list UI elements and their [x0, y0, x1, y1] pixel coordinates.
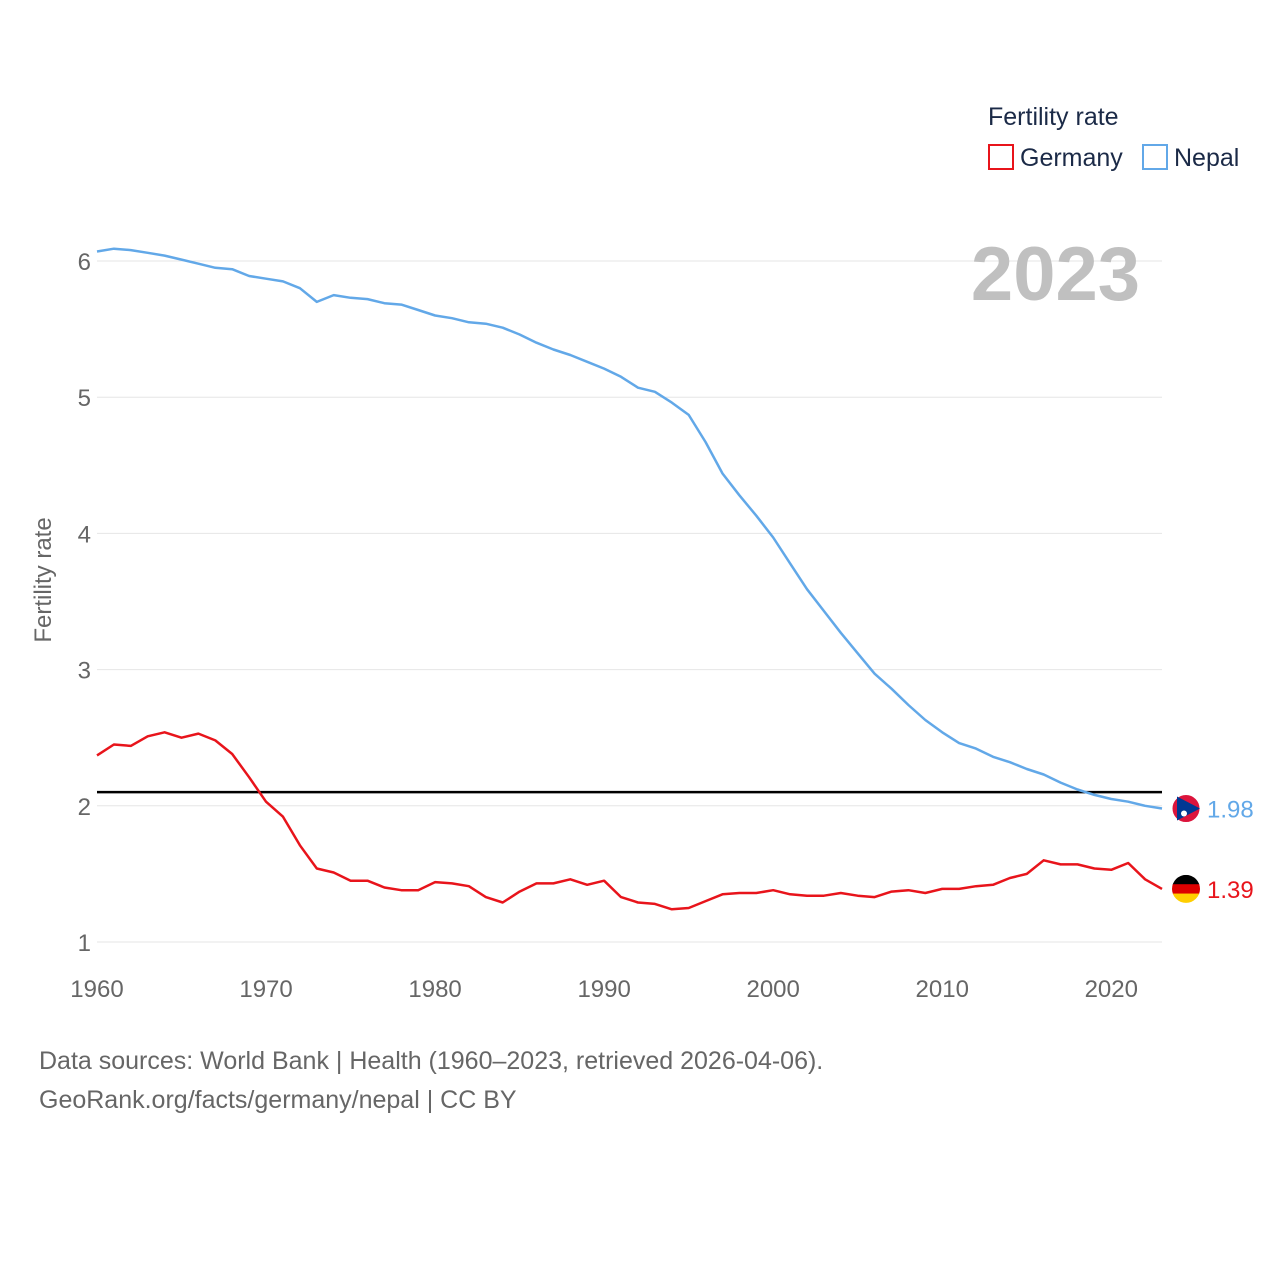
y-tick-label: 4	[78, 521, 91, 548]
x-tick-label: 2020	[1085, 976, 1138, 1003]
series-line-germany	[96, 731, 1163, 911]
y-axis-ticks: 1 2 3 4 5 6	[78, 249, 91, 957]
x-tick-label: 1970	[239, 976, 292, 1003]
data-source-text: Data sources: World Bank | Health (1960–…	[39, 1047, 823, 1075]
x-tick-label: 1980	[408, 976, 461, 1003]
y-tick-label: 3	[78, 658, 91, 685]
germany-flag-icon	[1172, 874, 1200, 903]
end-label-nepal: 1.98	[1207, 797, 1254, 824]
year-label: 2023	[971, 232, 1140, 317]
end-label-germany: 1.39	[1207, 877, 1254, 904]
credit-text[interactable]: GeoRank.org/facts/germany/nepal | CC BY	[39, 1086, 517, 1114]
y-tick-label: 1	[78, 930, 91, 957]
y-tick-label: 5	[78, 385, 91, 412]
nepal-flag-icon	[1171, 794, 1201, 824]
legend-germany-label[interactable]: Germany	[1020, 144, 1123, 172]
legend-title: Fertility rate	[988, 103, 1119, 131]
legend: Fertility rate Germany Nepal	[988, 103, 1239, 172]
x-tick-label: 1990	[577, 976, 630, 1003]
gridlines	[97, 260, 1162, 943]
x-tick-label: 2010	[916, 976, 969, 1003]
legend-nepal-label[interactable]: Nepal	[1174, 144, 1239, 172]
legend-nepal-swatch[interactable]	[1142, 144, 1168, 170]
y-tick-label: 6	[78, 249, 91, 276]
y-axis-label: Fertility rate	[30, 517, 57, 642]
x-axis-ticks: 1960 1970 1980 1990 2000 2010 2020	[70, 976, 1138, 1003]
x-tick-label: 2000	[746, 976, 799, 1003]
y-tick-label: 2	[78, 794, 91, 821]
x-tick-label: 1960	[70, 976, 123, 1003]
series-line-nepal	[96, 247, 1163, 810]
legend-germany-swatch[interactable]	[988, 144, 1014, 170]
